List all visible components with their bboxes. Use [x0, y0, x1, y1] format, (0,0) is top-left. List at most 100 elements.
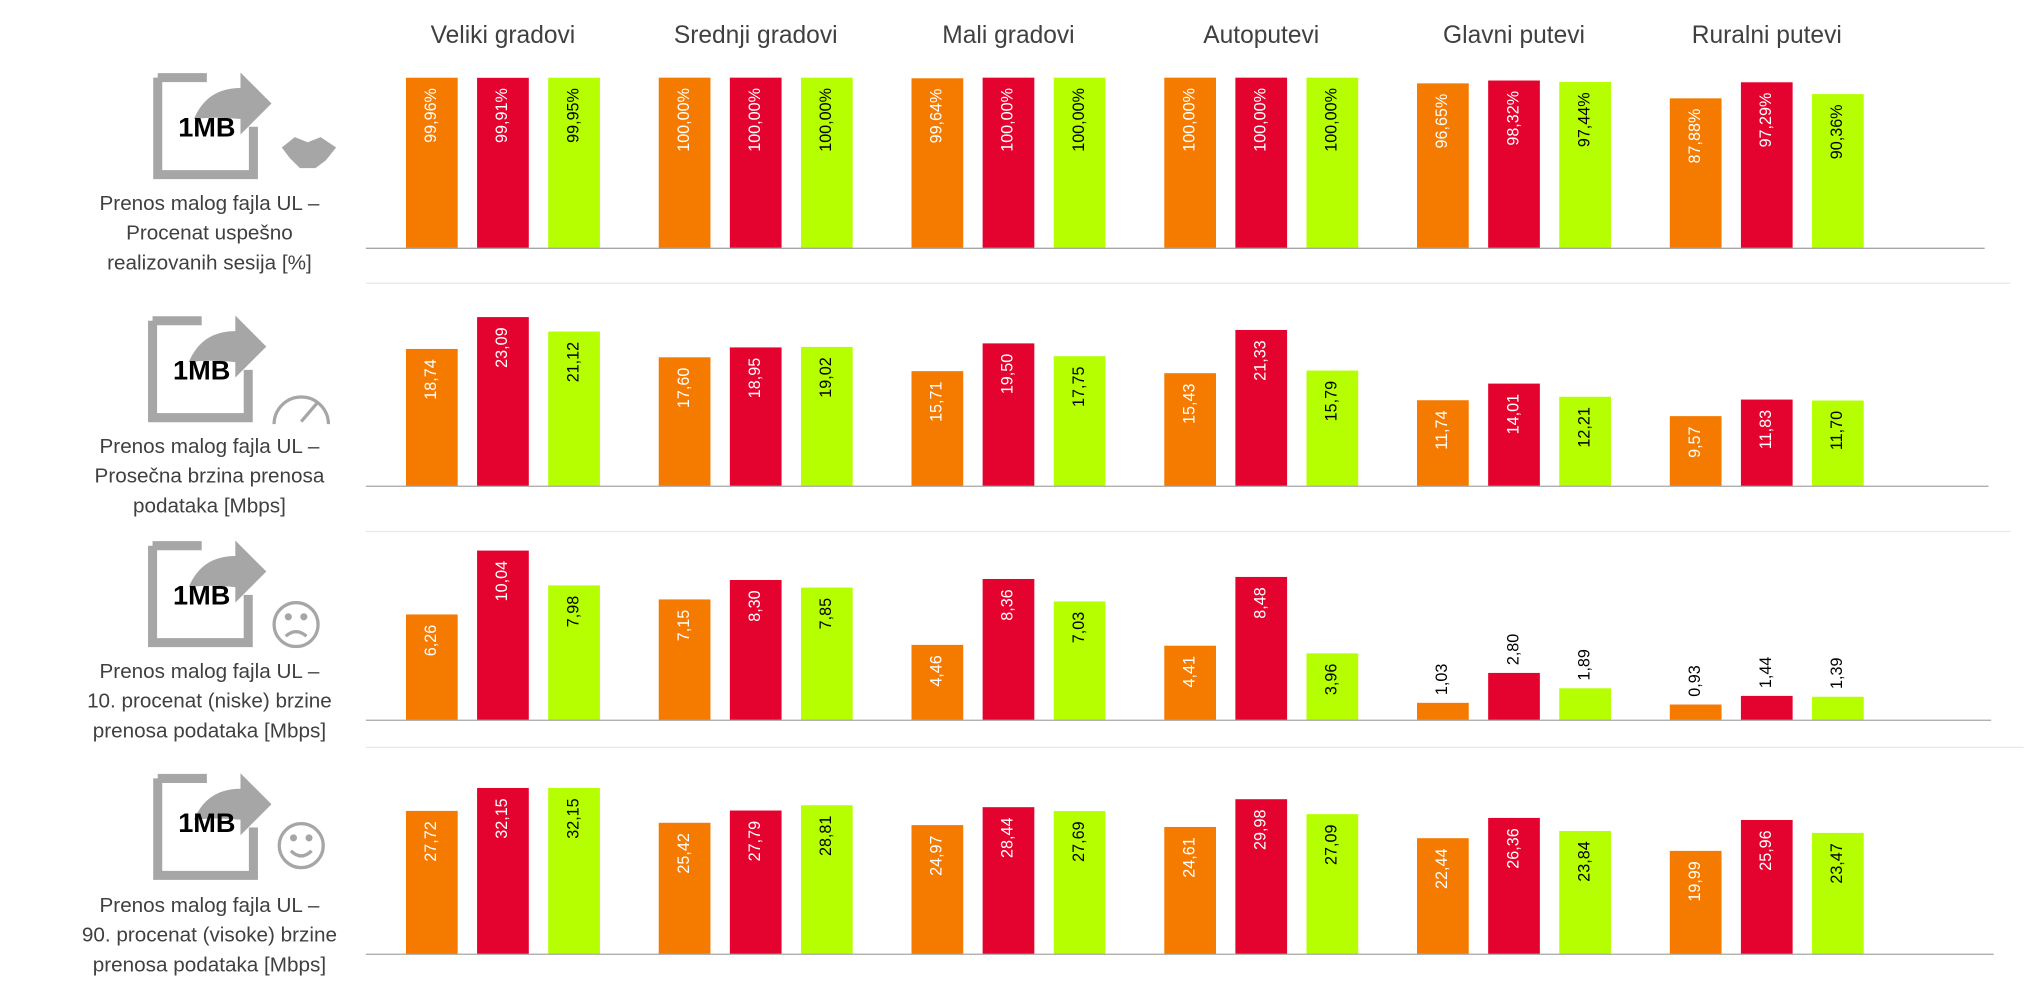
category-header: Glavni putevi	[1443, 22, 1585, 49]
value-label: 7,15	[675, 610, 693, 641]
bar	[729, 347, 782, 487]
bar	[1235, 329, 1288, 487]
bar	[1488, 817, 1540, 955]
value-label: 11,74	[1433, 411, 1451, 450]
chart-title: Prenos malog fajla UL –	[100, 192, 320, 215]
value-label: 26,36	[1504, 828, 1522, 868]
value-label: 6,26	[422, 625, 440, 656]
value-label: 19,02	[817, 357, 835, 397]
value-label: 14,01	[1504, 394, 1522, 434]
value-label: 0,93	[1686, 665, 1704, 696]
icon-label: 1MB	[173, 355, 230, 386]
value-label: 22,44	[1433, 849, 1451, 889]
bar	[548, 77, 600, 249]
chart-title: podataka [Mbps]	[133, 494, 286, 517]
value-label: 90,36%	[1828, 104, 1846, 159]
value-label: 100,00%	[1252, 88, 1270, 152]
bar	[405, 348, 458, 487]
value-label: 25,42	[675, 833, 693, 873]
value-label: 15,43	[1180, 384, 1198, 424]
category-header: Mali gradovi	[942, 22, 1074, 49]
category-header: Autoputevi	[1203, 22, 1319, 49]
value-label: 19,99	[1686, 861, 1704, 901]
file-icon	[153, 72, 272, 180]
chart-title: prenosa podataka [Mbps]	[93, 953, 326, 976]
chart-title: realizovanih sesija [%]	[107, 251, 312, 274]
value-label: 10,04	[493, 561, 511, 601]
icon-label: 1MB	[173, 580, 230, 611]
bar	[1488, 383, 1540, 487]
file-icon	[148, 315, 267, 423]
bar	[1740, 695, 1793, 721]
bar	[1559, 396, 1611, 487]
bar	[1053, 356, 1106, 487]
value-label: 25,96	[1757, 830, 1775, 870]
value-label: 32,15	[493, 798, 511, 838]
value-label: 12,21	[1575, 407, 1593, 447]
bar	[1053, 77, 1106, 249]
value-label: 7,98	[564, 596, 582, 627]
value-label: 21,12	[564, 342, 582, 382]
chart-title: Prenos malog fajla UL –	[100, 894, 320, 917]
bar	[1559, 830, 1611, 955]
value-label: 23,47	[1828, 843, 1846, 883]
chart-title: Prenos malog fajla UL –	[100, 435, 320, 458]
sad-face-icon	[272, 600, 320, 649]
value-label: 18,95	[746, 358, 764, 398]
icons	[148, 72, 337, 880]
bar	[1669, 98, 1722, 249]
bar	[729, 77, 782, 249]
bar	[1559, 82, 1611, 249]
bar	[1164, 645, 1216, 721]
value-label: 96,65%	[1433, 94, 1451, 149]
value-label: 4,41	[1180, 656, 1198, 687]
value-label: 8,36	[999, 589, 1017, 620]
chart-title: Prenos malog fajla UL –	[100, 660, 320, 683]
value-label: 98,32%	[1504, 91, 1522, 146]
bar	[477, 550, 529, 721]
bar	[1053, 811, 1106, 955]
bar	[911, 644, 964, 721]
bar	[982, 807, 1035, 955]
separators	[365, 282, 2024, 749]
value-label: 28,44	[999, 818, 1017, 858]
value-label: 7,85	[817, 598, 835, 629]
bar	[1669, 850, 1722, 955]
value-label: 24,97	[928, 835, 946, 875]
bar	[911, 371, 964, 487]
bar	[800, 587, 853, 721]
value-label: 99,95%	[564, 88, 582, 143]
bar	[1812, 696, 1864, 721]
category-header: Veliki gradovi	[431, 22, 576, 49]
bar	[1488, 672, 1540, 721]
chart-title: Procenat uspešno	[126, 222, 293, 245]
value-label: 11,83	[1757, 410, 1775, 449]
bar	[405, 77, 458, 249]
bar	[1417, 702, 1469, 721]
value-label: 100,00%	[1070, 88, 1088, 152]
bar	[548, 331, 600, 487]
value-label: 97,29%	[1757, 93, 1775, 148]
bar	[477, 787, 529, 955]
value-label: 100,00%	[1180, 88, 1198, 152]
icon-label: 1MB	[178, 112, 235, 143]
value-label: 7,03	[1070, 612, 1088, 643]
value-label: 27,79	[746, 821, 764, 861]
bar	[1306, 814, 1359, 955]
bar	[911, 78, 964, 249]
value-label: 19,50	[999, 354, 1017, 394]
icon-label: 1MB	[178, 807, 235, 838]
value-label: 99,91%	[493, 88, 511, 143]
chart-title: 90. procenat (visoke) brzine	[82, 924, 337, 947]
bar	[982, 343, 1035, 487]
handshake-icon	[281, 137, 337, 169]
bar	[1812, 400, 1864, 487]
bar	[1053, 601, 1106, 721]
value-label: 1,89	[1575, 649, 1593, 680]
category-header: Ruralni putevi	[1692, 22, 1842, 49]
bar	[1235, 799, 1288, 955]
value-label: 100,00%	[1323, 88, 1341, 152]
bar	[658, 599, 711, 721]
